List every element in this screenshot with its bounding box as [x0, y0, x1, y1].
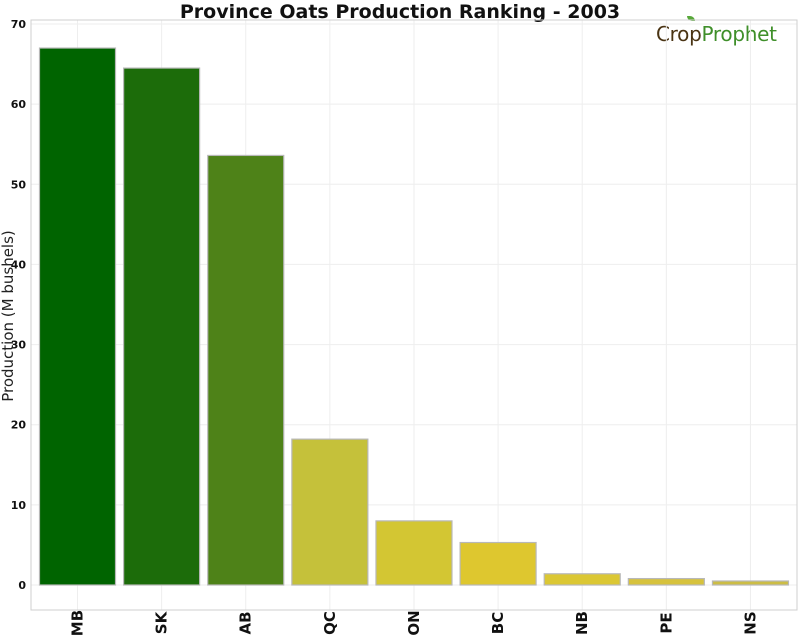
cropprophet-logo: CropProphet [656, 16, 777, 48]
bar-on [375, 520, 453, 586]
bar-sk [123, 67, 201, 586]
x-tick-label: NB [573, 611, 591, 635]
plot-frame [30, 19, 798, 611]
x-tick-label: ON [405, 610, 423, 635]
y-tick-label: 40 [11, 258, 27, 271]
y-tick-label: 50 [11, 178, 27, 191]
y-tick-labels: 0 10 20 30 40 50 60 70 [11, 18, 27, 592]
logo-prophet-text: Prophet [701, 22, 777, 46]
bar-qc [291, 438, 369, 586]
x-tick-label: BC [489, 612, 507, 634]
bar-ab [207, 154, 285, 586]
bar-pe [627, 577, 705, 586]
leaf-icon [687, 16, 695, 21]
x-tick-labels: MB SK AB QC ON BC NB PE NS [69, 610, 760, 636]
x-tick-label: NS [741, 611, 759, 634]
y-axis-label: Production (M bushels) [0, 230, 17, 402]
bar-mb [38, 47, 117, 586]
bars [38, 47, 790, 586]
y-tick-label: 0 [18, 579, 26, 592]
y-tick-label: 30 [11, 339, 27, 352]
y-tick-label: 20 [11, 419, 27, 432]
bar-ns [711, 580, 790, 586]
y-tick-label: 10 [11, 499, 27, 512]
y-tick-label: 60 [11, 98, 27, 111]
bar-nb [543, 573, 621, 586]
x-tick-label: SK [153, 610, 171, 634]
y-tick-label: 70 [11, 18, 27, 31]
x-tick-label: PE [657, 612, 675, 633]
bar-bc [459, 541, 537, 586]
x-tick-label: AB [237, 611, 255, 634]
logo-crop-text: Crop [656, 22, 702, 46]
x-tick-label: QC [321, 611, 339, 635]
x-tick-label: MB [69, 610, 87, 636]
chart-title: Province Oats Production Ranking - 2003 [179, 1, 621, 23]
